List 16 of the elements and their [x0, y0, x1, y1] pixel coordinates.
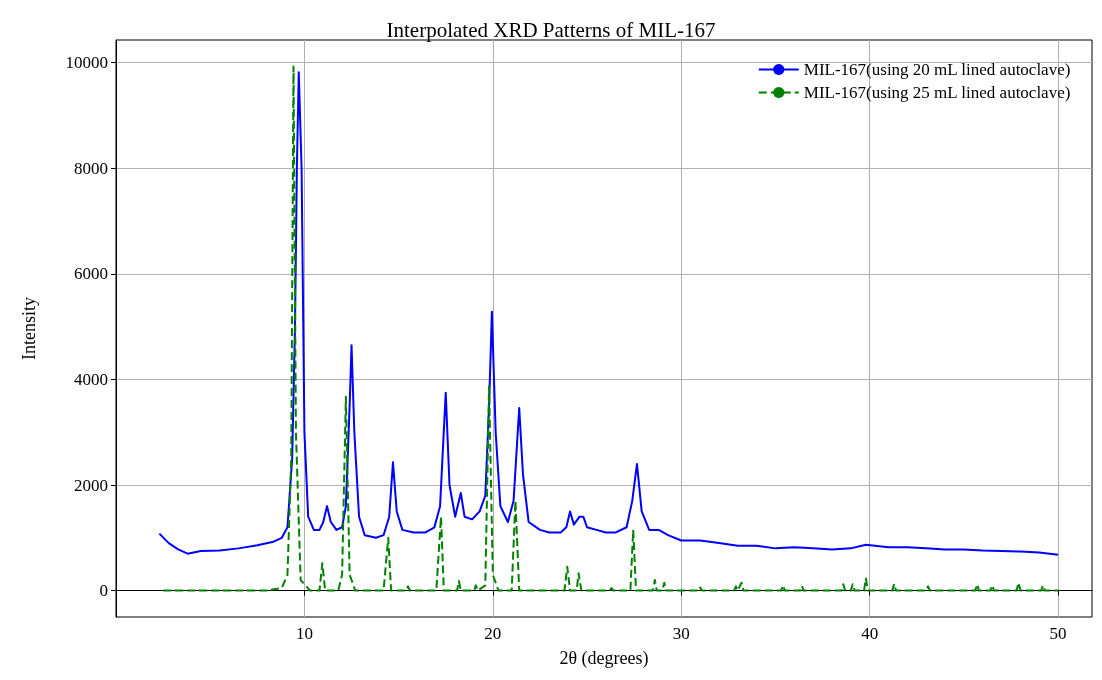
y-tick-label: 4000	[74, 369, 108, 389]
legend-label: MIL-167(using 25 mL lined autoclave)	[803, 83, 1071, 102]
y-tick-label: 2000	[74, 475, 108, 495]
y-tick-label: 8000	[74, 158, 108, 178]
legend-label: MIL-167(using 20 mL lined autoclave)	[803, 60, 1071, 79]
x-axis-title: 2θ (degrees)	[559, 648, 649, 669]
x-tick-label: 20	[484, 624, 502, 643]
x-tick-label: 10	[295, 624, 313, 643]
x-tick-label: 50	[1049, 624, 1067, 643]
y-axis-title: Intensity	[19, 297, 39, 360]
y-tick-label: 10000	[65, 53, 108, 73]
x-tick-label: 40	[861, 624, 879, 643]
y-tick-label: 6000	[74, 264, 108, 284]
y-tick-label: 0	[99, 581, 108, 601]
x-tick-label: 30	[672, 624, 690, 643]
chart-title: Interpolated XRD Patterns of MIL-167	[386, 17, 716, 42]
